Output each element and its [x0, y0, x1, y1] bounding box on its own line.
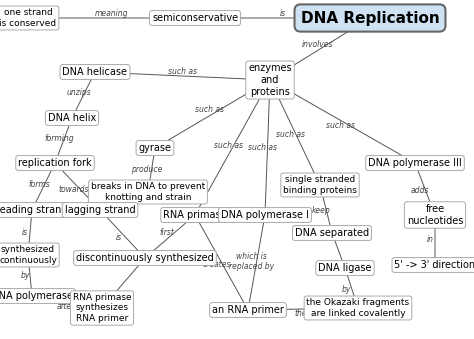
Text: DNA helicase: DNA helicase — [63, 67, 128, 77]
Text: after: after — [57, 302, 75, 312]
Text: such as: such as — [248, 143, 277, 152]
Text: synthesized
continuously: synthesized continuously — [0, 245, 57, 265]
Text: such as: such as — [276, 130, 305, 139]
Text: single stranded
binding proteins: single stranded binding proteins — [283, 175, 357, 195]
Text: RNA primase
synthesizes
RNA primer: RNA primase synthesizes RNA primer — [73, 293, 131, 323]
Text: towards: towards — [59, 185, 89, 195]
Text: breaks in DNA to prevent
knotting and strain: breaks in DNA to prevent knotting and st… — [91, 182, 205, 202]
Text: DNA separated: DNA separated — [295, 228, 369, 238]
Text: leading strand: leading strand — [0, 205, 67, 215]
Text: DNA polymerase I: DNA polymerase I — [221, 210, 309, 220]
Text: which is
replaced by: which is replaced by — [229, 252, 274, 271]
Text: DNA polymerase: DNA polymerase — [0, 291, 73, 301]
Text: one strand
is conserved: one strand is conserved — [0, 8, 56, 28]
Text: unzips: unzips — [67, 88, 91, 97]
Text: DNA Replication: DNA Replication — [301, 11, 439, 25]
Text: RNA primase: RNA primase — [163, 210, 227, 220]
Text: forms: forms — [28, 180, 50, 189]
Text: such as: such as — [168, 66, 197, 76]
Text: replication fork: replication fork — [18, 158, 92, 168]
Text: is: is — [116, 233, 122, 242]
Text: by: by — [20, 272, 30, 280]
Text: such as: such as — [326, 121, 355, 130]
Text: DNA ligase: DNA ligase — [318, 263, 372, 273]
Text: lagging strand: lagging strand — [64, 205, 135, 215]
Text: such as: such as — [214, 141, 243, 149]
Text: produce: produce — [131, 165, 162, 174]
Text: discontinuously synthesized: discontinuously synthesized — [76, 253, 214, 263]
Text: gyrase: gyrase — [138, 143, 172, 153]
Text: such as: such as — [195, 105, 225, 114]
Text: then: then — [294, 310, 312, 319]
Text: is: is — [280, 8, 285, 18]
Text: semiconservative: semiconservative — [152, 13, 238, 23]
Text: the Okazaki fragments
are linked covalently: the Okazaki fragments are linked covalen… — [306, 298, 410, 318]
Text: meaning: meaning — [95, 8, 128, 18]
Text: keep: keep — [312, 206, 330, 215]
Text: free
nucleotides: free nucleotides — [407, 204, 463, 226]
Text: enzymes
and
proteins: enzymes and proteins — [248, 63, 292, 97]
Text: an RNA primer: an RNA primer — [212, 305, 284, 315]
Text: 5' -> 3' direction: 5' -> 3' direction — [394, 260, 474, 270]
Text: adds: adds — [411, 186, 429, 195]
Text: first: first — [159, 228, 174, 237]
Text: creates: creates — [203, 260, 231, 270]
Text: involves: involves — [301, 40, 333, 49]
Text: is: is — [22, 227, 28, 237]
Text: DNA polymerase III: DNA polymerase III — [368, 158, 462, 168]
Text: DNA helix: DNA helix — [48, 113, 96, 123]
Text: by: by — [342, 285, 351, 294]
Text: forming: forming — [44, 134, 73, 143]
Text: in: in — [427, 236, 434, 244]
